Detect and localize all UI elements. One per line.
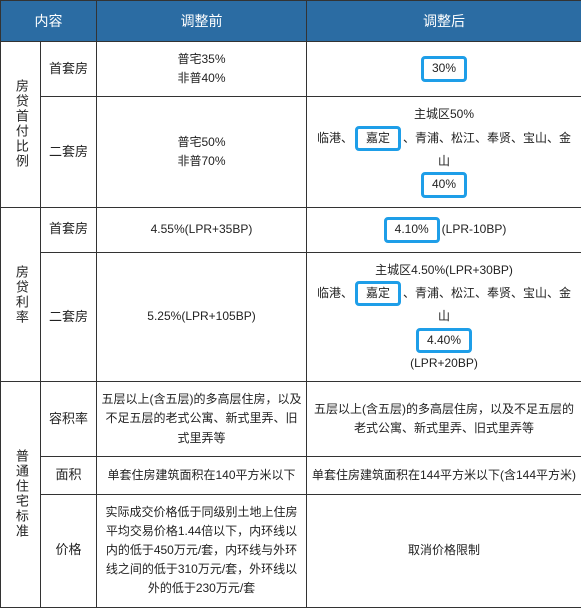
after-line: 40%: [311, 171, 577, 199]
before-cell: 实际成交价格低于同级别土地上住房平均交易价格1.44倍以下，内环线以内的低于45…: [97, 494, 307, 607]
after-cell: 主城区50%临港、嘉定、青浦、松江、奉贤、宝山、金山40%: [307, 97, 581, 208]
after-text: 临港、: [317, 131, 353, 145]
after-cell: 主城区4.50%(LPR+30BP)临港、嘉定、青浦、松江、奉贤、宝山、金山4.…: [307, 252, 581, 382]
header-before: 调整前: [97, 1, 307, 42]
after-cell: 4.10%(LPR-10BP): [307, 207, 581, 252]
table-row: 房贷利率首套房4.55%(LPR+35BP)4.10%(LPR-10BP): [1, 207, 581, 252]
after-line: 主城区4.50%(LPR+30BP): [311, 261, 577, 280]
highlight-value: 40%: [421, 172, 467, 198]
after-line: (LPR+20BP): [311, 354, 577, 373]
after-cell: 取消价格限制: [307, 494, 581, 607]
table-row: 房贷首付比例首套房普宅35%非普40%30%: [1, 42, 581, 97]
after-text: (LPR-10BP): [442, 222, 507, 236]
policy-table-container: 内容 调整前 调整后 房贷首付比例首套房普宅35%非普40%30%二套房普宅50…: [0, 0, 581, 608]
after-text: (LPR+20BP): [410, 356, 478, 370]
after-cell: 单套住房建筑面积在144平方米以下(含144平方米): [307, 456, 581, 494]
after-text: 主城区50%: [414, 107, 474, 121]
after-line: 主城区50%: [311, 105, 577, 124]
before-cell: 4.55%(LPR+35BP): [97, 207, 307, 252]
before-cell: 普宅35%非普40%: [97, 42, 307, 97]
after-cell: 五层以上(含五层)的多高层住房，以及不足五层的老式公寓、新式里弄、旧式里弄等: [307, 382, 581, 457]
row-sublabel: 容积率: [41, 382, 97, 457]
highlight-value: 4.10%: [384, 217, 440, 243]
table-row: 价格实际成交价格低于同级别土地上住房平均交易价格1.44倍以下，内环线以内的低于…: [1, 494, 581, 607]
table-row: 二套房5.25%(LPR+105BP) 主城区4.50%(LPR+30BP) 临港、…: [1, 252, 581, 382]
highlight-value: 4.40%: [416, 328, 472, 354]
row-sublabel: 首套房: [41, 42, 97, 97]
row-sublabel: 二套房: [41, 97, 97, 208]
table-row: 二套房普宅50%非普70%主城区50%临港、嘉定、青浦、松江、奉贤、宝山、金山4…: [1, 97, 581, 208]
table-row: 普通住宅标准容积率五层以上(含五层)的多高层住房，以及不足五层的老式公寓、新式里…: [1, 382, 581, 457]
after-line: 临港、嘉定、青浦、松江、奉贤、宝山、金山: [311, 280, 577, 327]
after-line: 临港、嘉定、青浦、松江、奉贤、宝山、金山: [311, 125, 577, 172]
table-header-row: 内容 调整前 调整后: [1, 1, 581, 42]
after-cell: 30%: [307, 42, 581, 97]
group-label: 普通住宅标准: [1, 382, 41, 607]
highlight-value: 嘉定: [355, 126, 401, 152]
policy-table: 内容 调整前 调整后 房贷首付比例首套房普宅35%非普40%30%二套房普宅50…: [0, 0, 581, 608]
header-content: 内容: [1, 1, 97, 42]
group-label: 房贷利率: [1, 207, 41, 381]
after-text: 、青浦、松江、奉贤、宝山、金山: [403, 131, 571, 169]
row-sublabel: 面积: [41, 456, 97, 494]
highlight-value: 嘉定: [355, 281, 401, 307]
before-cell: 五层以上(含五层)的多高层住房，以及不足五层的老式公寓、新式里弄、旧式里弄等: [97, 382, 307, 457]
row-sublabel: 价格: [41, 494, 97, 607]
row-sublabel: 首套房: [41, 207, 97, 252]
after-line: 4.40%: [311, 327, 577, 355]
table-row: 面积单套住房建筑面积在140平方米以下单套住房建筑面积在144平方米以下(含14…: [1, 456, 581, 494]
row-sublabel: 二套房: [41, 252, 97, 382]
highlight-value: 30%: [421, 56, 467, 82]
header-after: 调整后: [307, 1, 581, 42]
before-cell: 5.25%(LPR+105BP): [97, 252, 307, 382]
group-label: 房贷首付比例: [1, 42, 41, 208]
after-text: 、青浦、松江、奉贤、宝山、金山: [403, 286, 571, 324]
before-cell: 普宅50%非普70%: [97, 97, 307, 208]
after-text: 临港、: [317, 286, 353, 300]
after-text: 主城区4.50%(LPR+30BP): [375, 263, 513, 277]
before-cell: 单套住房建筑面积在140平方米以下: [97, 456, 307, 494]
